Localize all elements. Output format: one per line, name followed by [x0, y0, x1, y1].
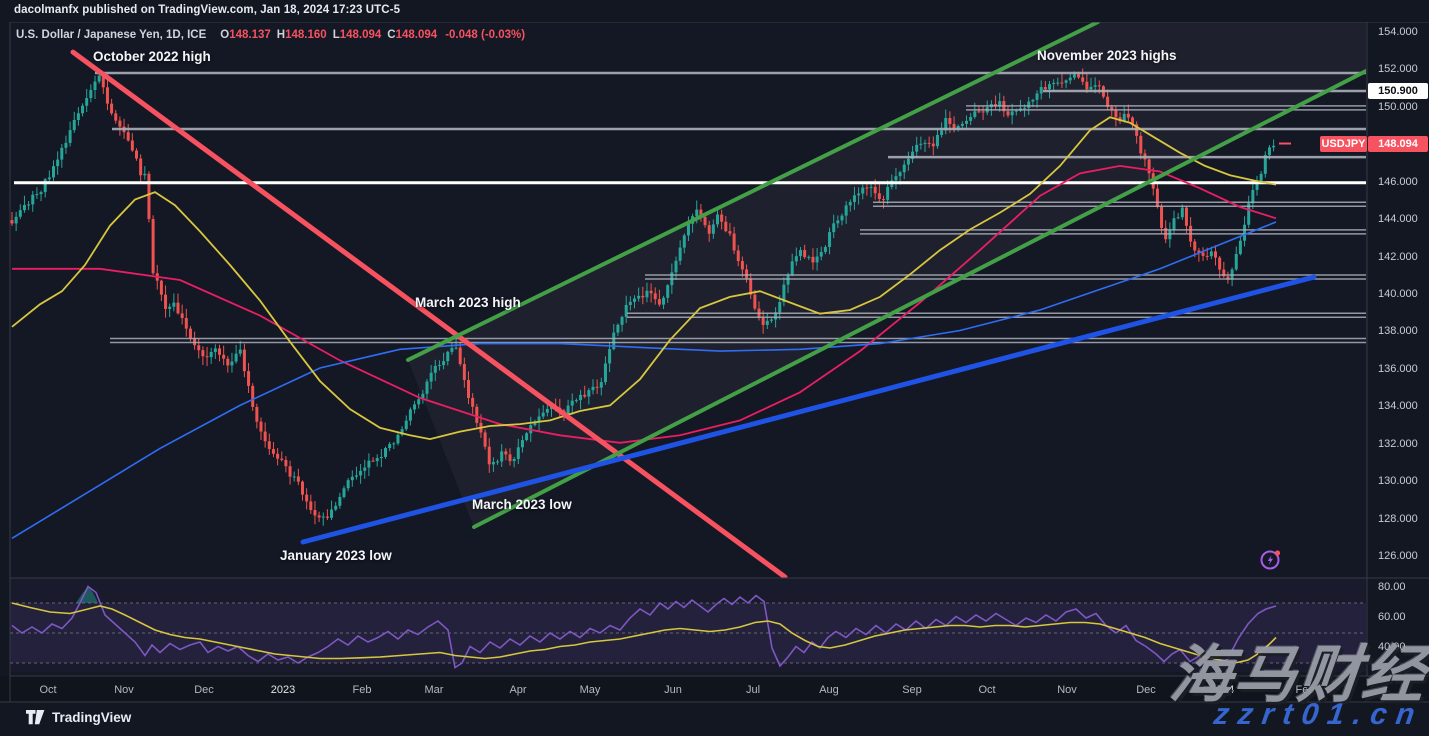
change-value: -0.048 (-0.03%) [445, 29, 526, 41]
price-tick-label: 126.000 [1378, 549, 1418, 562]
ascending-channel-upper-line[interactable] [406, 22, 1100, 362]
price-tick-label: 138.000 [1378, 325, 1418, 338]
january-2023-uptrend-line[interactable] [300, 274, 1317, 545]
rsi-tick-label: 60.00 [1378, 611, 1406, 623]
time-tick-label: Jul [745, 684, 761, 696]
open-label: O [220, 29, 230, 41]
time-tick-label: Aug [819, 684, 839, 696]
chart-annotation: January 2023 low [280, 548, 392, 563]
symbol-legend[interactable]: U.S. Dollar / Japanese Yen, 1D, ICE O148.… [16, 29, 525, 41]
ma-yellow-line[interactable] [11, 116, 1277, 441]
tradingview-brand-text: TradingView [52, 710, 132, 725]
main-price-pane[interactable] [10, 22, 1367, 578]
high-label: H [276, 29, 286, 41]
rsi-tick-label: 80.00 [1378, 581, 1406, 593]
low-label: L [332, 29, 340, 41]
price-tick-label: 146.000 [1378, 175, 1418, 188]
close-value: 148.094 [395, 29, 438, 41]
open-value: 148.137 [229, 29, 271, 41]
time-tick-label: Oct [978, 684, 996, 696]
rsi-pane[interactable] [10, 578, 1367, 672]
price-tick-label: 130.000 [1378, 475, 1418, 488]
rsi-tick-label: 40.00 [1378, 641, 1406, 653]
time-tick-label: Jun [664, 684, 682, 696]
tradingview-logo-icon [26, 710, 45, 725]
ma-pink-line[interactable] [12, 164, 1277, 444]
price-tick-label: 154.000 [1378, 26, 1418, 38]
time-tick-label: Apr [509, 684, 527, 696]
watermark-url-text: zzrt01.cn [1211, 698, 1426, 731]
time-tick-label: Sep [902, 684, 922, 696]
october-2022-downtrend-line[interactable] [70, 49, 788, 578]
symbol-title: U.S. Dollar / Japanese Yen, 1D, ICE [16, 29, 207, 41]
time-tick-label: Mar [424, 684, 444, 696]
chart-annotation: October 2022 high [93, 49, 211, 64]
ascending-channel-lower-line[interactable] [472, 68, 1366, 530]
chart-annotation: March 2023 low [472, 497, 572, 512]
close-label: C [387, 29, 396, 41]
time-tick-label: Dec [1136, 684, 1156, 696]
price-tick-label: 134.000 [1378, 400, 1418, 413]
rsi-signal-line[interactable] [11, 602, 1277, 664]
time-tick-label: May [579, 684, 601, 696]
time-tick-label: Feb [1295, 684, 1315, 696]
price-tick-label: 128.000 [1378, 512, 1418, 525]
tradingview-branding[interactable]: TradingView [26, 710, 131, 725]
price-tick-label: 144.000 [1378, 213, 1418, 226]
price-tick-label: 140.000 [1378, 287, 1418, 300]
time-tick-label: 2023 [270, 684, 296, 696]
chart-annotation: November 2023 highs [1037, 48, 1177, 63]
rsi-pane-tint [10, 578, 1366, 672]
price-tick-label: 150.000 [1378, 100, 1418, 113]
publish-info-bar: dacolmanfx published on TradingView.com,… [0, 0, 1429, 22]
time-tick-label: Feb [352, 684, 372, 696]
last-price-badge: 148.094 [1368, 135, 1428, 152]
rsi-line[interactable] [11, 585, 1277, 669]
time-axis-strip[interactable] [0, 676, 1429, 702]
chart-annotation: March 2023 high [415, 295, 521, 310]
time-tick-label: Dec [194, 684, 214, 696]
flash-minds-icon[interactable] [1258, 547, 1284, 578]
high-value: 148.160 [285, 29, 327, 41]
publish-info-text: dacolmanfx published on TradingView.com,… [14, 4, 401, 16]
ma-blue-line[interactable] [11, 221, 1277, 539]
price-tick-label: 136.000 [1378, 362, 1418, 375]
last-price-symbol-badge: USDJPY [1320, 135, 1367, 152]
time-tick-label: Nov [114, 684, 134, 696]
low-value: 148.094 [339, 29, 382, 41]
time-tick-label: Nov [1057, 684, 1077, 696]
price-level-label-150900: 150.900 [1368, 83, 1428, 99]
price-tick-label: 152.000 [1378, 63, 1418, 76]
price-tick-label: 142.000 [1378, 250, 1418, 263]
time-tick-label: 2024 [1209, 684, 1235, 696]
price-tick-label: 132.000 [1378, 437, 1418, 450]
time-tick-label: Oct [39, 684, 57, 696]
